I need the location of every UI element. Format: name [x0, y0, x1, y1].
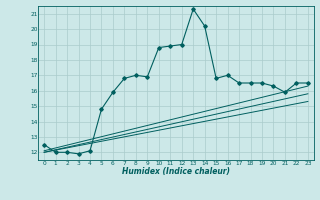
X-axis label: Humidex (Indice chaleur): Humidex (Indice chaleur) [122, 167, 230, 176]
